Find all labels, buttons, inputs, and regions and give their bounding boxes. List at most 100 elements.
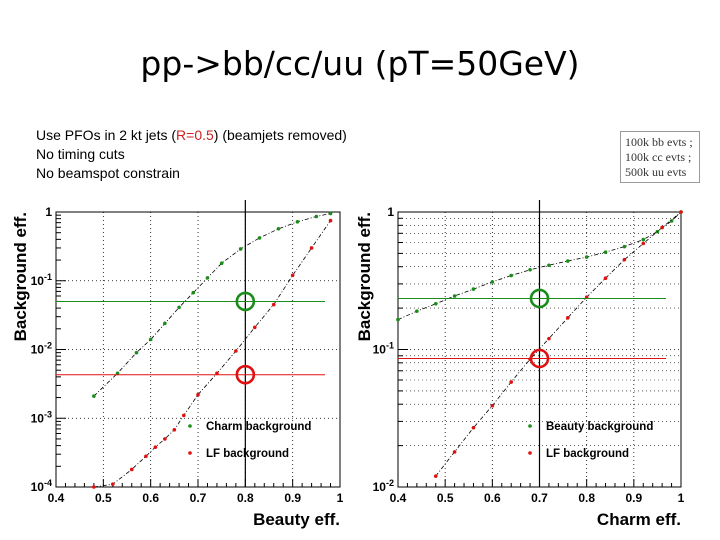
data-point bbox=[471, 425, 476, 430]
y-axis-title: Background eff. bbox=[355, 212, 374, 341]
y-tick-label: 10-3 bbox=[31, 409, 52, 425]
legend-label: Beauty background bbox=[546, 421, 653, 433]
data-point bbox=[669, 219, 674, 223]
data-point bbox=[163, 437, 167, 441]
data-point bbox=[328, 211, 333, 216]
event-stats-box: 100k bb evts ; 100k cc evts ; 500k uu ev… bbox=[620, 131, 700, 183]
data-point bbox=[566, 259, 570, 263]
series-curve bbox=[435, 211, 682, 477]
data-point bbox=[547, 336, 551, 341]
y-tick-label: 10-2 bbox=[373, 478, 394, 494]
working-point-marker bbox=[529, 348, 550, 369]
data-point bbox=[328, 218, 333, 223]
data-point bbox=[660, 225, 664, 230]
working-point-marker bbox=[529, 288, 550, 309]
x-tick-label: 0.5 bbox=[437, 491, 454, 505]
data-point bbox=[234, 349, 238, 353]
data-point bbox=[276, 226, 281, 231]
data-point bbox=[547, 263, 551, 268]
data-point bbox=[148, 337, 153, 342]
stats-line: 100k bb evts ; bbox=[625, 135, 693, 149]
data-point bbox=[92, 485, 96, 489]
x-tick-label: 0.8 bbox=[237, 491, 254, 505]
x-tick-label: 0.8 bbox=[578, 491, 595, 505]
y-tick-label: 10-1 bbox=[31, 272, 52, 288]
y-tick-label: 10-1 bbox=[373, 341, 394, 357]
analysis-notes: Use PFOs in 2 kt jets (R=0.5) (beamjets … bbox=[36, 126, 347, 183]
stats-line: 100k cc evts ; bbox=[625, 150, 692, 164]
data-point bbox=[509, 273, 513, 278]
data-point bbox=[584, 255, 589, 259]
data-point bbox=[111, 482, 115, 486]
data-point bbox=[452, 450, 457, 454]
x-tick-label: 0.9 bbox=[284, 491, 301, 505]
data-point bbox=[509, 380, 513, 384]
working-point-marker bbox=[235, 291, 256, 312]
legend-marker bbox=[188, 451, 192, 455]
data-point bbox=[452, 294, 457, 298]
data-point bbox=[490, 280, 495, 284]
note-line-1-post: ) (beamjets removed) bbox=[213, 127, 347, 143]
data-point bbox=[641, 241, 646, 246]
x-tick-label: 0.6 bbox=[484, 491, 501, 505]
data-point bbox=[271, 302, 276, 307]
data-point bbox=[528, 267, 532, 272]
stats-line: 500k uu evts bbox=[625, 165, 687, 179]
legend-marker bbox=[188, 424, 192, 428]
x-tick-label: 0.6 bbox=[142, 491, 159, 505]
data-point bbox=[471, 287, 476, 291]
data-point bbox=[219, 261, 224, 266]
note-line-1: Use PFOs in 2 kt jets (R=0.5) (beamjets … bbox=[36, 126, 347, 145]
note-line-2: No timing cuts bbox=[36, 146, 125, 162]
data-point bbox=[622, 257, 627, 262]
legend-label: Charm background bbox=[206, 421, 311, 433]
slide-title: pp->bb/cc/uu (pT=50GeV) bbox=[140, 44, 580, 83]
x-tick-label: 0.9 bbox=[625, 491, 642, 505]
x-tick-label: 0.7 bbox=[190, 491, 207, 505]
note-line-1-pre: Use PFOs in 2 kt jets ( bbox=[36, 127, 177, 143]
data-point bbox=[253, 325, 257, 330]
x-tick-label: 0.5 bbox=[95, 491, 112, 505]
data-point bbox=[177, 305, 181, 310]
data-point bbox=[163, 321, 167, 326]
data-point bbox=[238, 247, 243, 251]
y-tick-label: 10-4 bbox=[31, 478, 52, 494]
x-tick-label: 0.7 bbox=[531, 491, 548, 505]
data-point bbox=[172, 427, 177, 432]
legend-label: LF background bbox=[546, 448, 629, 460]
data-point bbox=[92, 394, 96, 398]
y-tick-label: 1 bbox=[45, 205, 52, 219]
data-point bbox=[196, 392, 200, 397]
y-tick-label: 10-2 bbox=[31, 341, 52, 357]
data-point bbox=[415, 309, 419, 313]
data-point bbox=[603, 250, 608, 255]
data-point bbox=[433, 474, 438, 478]
x-tick-label: 0.4 bbox=[390, 491, 407, 505]
x-axis-title: Charm eff. bbox=[597, 510, 681, 529]
x-tick-label: 1 bbox=[678, 491, 685, 505]
data-point bbox=[679, 210, 683, 214]
x-axis-title: Beauty eff. bbox=[253, 510, 340, 529]
data-point bbox=[129, 467, 134, 472]
data-point bbox=[433, 301, 438, 306]
note-line-3: No beamspot constrain bbox=[36, 165, 180, 181]
data-point bbox=[205, 276, 210, 280]
data-point bbox=[153, 445, 158, 449]
data-point bbox=[603, 276, 608, 281]
y-tick-label: 1 bbox=[387, 205, 394, 219]
data-point bbox=[182, 413, 186, 418]
data-point bbox=[622, 244, 627, 249]
data-point bbox=[396, 317, 400, 322]
data-point bbox=[144, 454, 148, 459]
data-point bbox=[566, 316, 570, 320]
legend-marker bbox=[528, 451, 532, 455]
data-point bbox=[257, 236, 262, 240]
x-tick-label: 1 bbox=[337, 491, 344, 505]
x-tick-label: 0.4 bbox=[48, 491, 65, 505]
legend-label: LF background bbox=[206, 448, 289, 460]
data-point bbox=[295, 220, 300, 224]
data-point bbox=[191, 290, 196, 295]
data-point bbox=[641, 237, 646, 242]
working-point-marker bbox=[235, 364, 256, 385]
